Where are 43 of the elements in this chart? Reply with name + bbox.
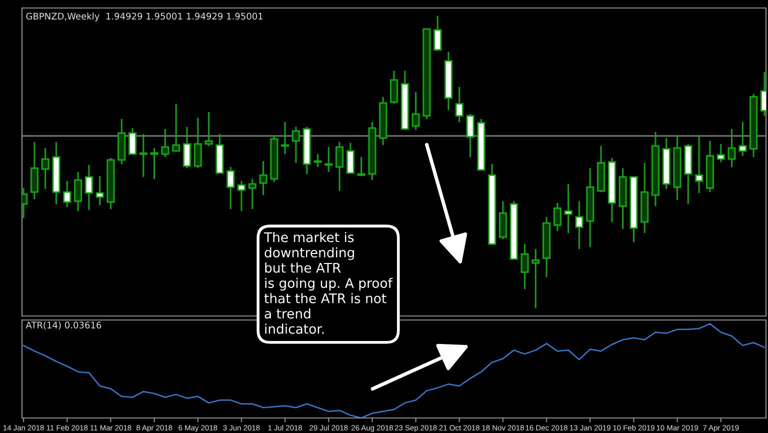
candlestick — [150, 147, 158, 180]
candlestick — [248, 178, 256, 210]
candlestick — [84, 164, 93, 211]
candlestick — [434, 15, 442, 52]
candlestick — [161, 128, 170, 158]
candlestick — [553, 202, 562, 232]
candlestick — [139, 133, 148, 178]
candlestick — [238, 180, 246, 212]
candlestick — [74, 171, 82, 212]
candlestick — [716, 143, 725, 163]
candlestick — [346, 142, 354, 174]
annotation: The market is downtrending but the ATR is going up. A proof that the ATR is not a trend indicator. — [264, 232, 393, 334]
candlestick — [96, 175, 104, 206]
candlestick — [564, 183, 572, 234]
candlestick — [41, 147, 50, 190]
candlestick — [575, 200, 584, 250]
candlestick — [738, 121, 747, 157]
candlestick — [281, 121, 290, 155]
candlestick — [259, 160, 268, 196]
candlestick — [314, 153, 322, 168]
candlestick — [128, 127, 136, 156]
candlestick — [172, 103, 180, 152]
candlestick — [728, 128, 736, 168]
candlestick — [30, 141, 38, 200]
candlestick — [390, 70, 398, 105]
candlestick — [194, 117, 202, 169]
candlestick — [324, 146, 333, 173]
candlestick — [455, 86, 464, 123]
candlestick — [695, 134, 704, 194]
candlestick — [520, 243, 529, 290]
chart-title: GBPNZD,Weekly 1.94929 1.95001 1.94929 1.95001 — [26, 12, 263, 22]
candlestick — [292, 126, 300, 164]
candlestick — [532, 248, 540, 309]
candlestick — [412, 91, 420, 131]
candlestick — [204, 111, 213, 147]
chart-title: ATR(14) 0.03616 — [26, 321, 102, 330]
candlestick — [498, 200, 507, 240]
candlestick — [226, 166, 235, 210]
candlestick — [183, 126, 191, 169]
candlestick — [336, 141, 344, 192]
candlestick — [63, 180, 72, 208]
candlestick — [357, 156, 366, 177]
candlestick — [466, 113, 474, 158]
